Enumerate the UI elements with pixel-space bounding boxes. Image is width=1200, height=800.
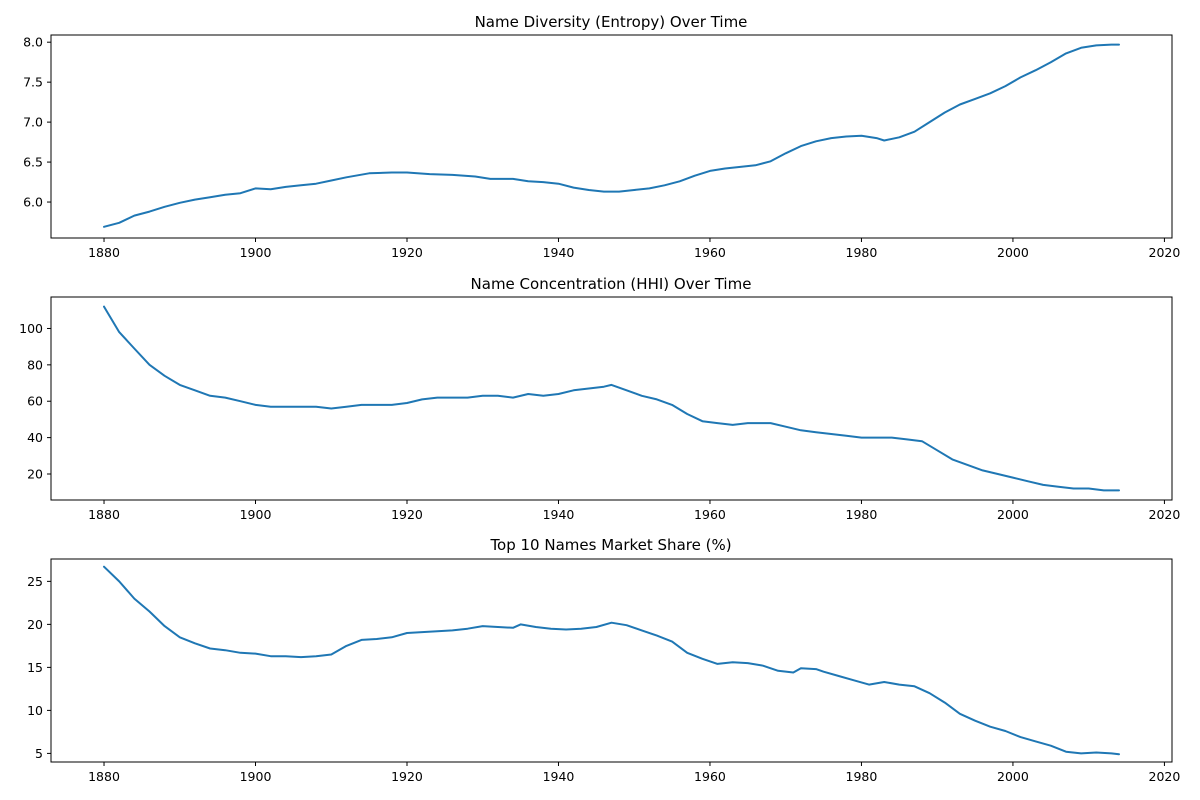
series-line-entropy xyxy=(103,43,1120,228)
series-line-top10-share xyxy=(103,565,1120,756)
x-tick-label: 1980 xyxy=(846,245,878,260)
y-tick-label: 60 xyxy=(27,394,43,409)
x-tick-label: 1940 xyxy=(543,769,575,784)
y-tick-label: 40 xyxy=(27,430,43,445)
x-tick-label: 2020 xyxy=(1149,245,1181,260)
x-tick-label: 2000 xyxy=(997,245,1029,260)
x-tick-label: 2020 xyxy=(1149,507,1181,522)
axes-entropy: 1880 1900 1920 1940 1960 1980 2000 2020 6.0 6.5 7.… xyxy=(23,34,1181,260)
x-tick-label: 1880 xyxy=(88,245,120,260)
panel-top10-share: Top 10 Names Market Share (%) 1880 1900 19… xyxy=(27,536,1180,784)
y-tick-label: 10 xyxy=(27,703,43,718)
y-tick-label: 5 xyxy=(35,746,43,761)
x-tick-label: 1940 xyxy=(543,245,575,260)
y-tick-label: 15 xyxy=(27,660,43,675)
plot-frame-hhi xyxy=(50,296,1173,501)
y-tick-label: 20 xyxy=(27,466,43,481)
x-tick-label: 1920 xyxy=(391,245,423,260)
x-tick-label: 2000 xyxy=(997,769,1029,784)
x-tick-label: 1980 xyxy=(846,769,878,784)
y-tick-label: 7.5 xyxy=(23,75,43,90)
x-tick-label: 1880 xyxy=(88,769,120,784)
series-line-hhi xyxy=(103,305,1120,492)
x-tick-label: 1940 xyxy=(543,507,575,522)
x-tick-label: 2000 xyxy=(997,507,1029,522)
y-tick-label: 7.0 xyxy=(23,115,43,130)
x-tick-label: 1880 xyxy=(88,507,120,522)
y-tick-label: 8.0 xyxy=(23,35,43,50)
x-tick-label: 1900 xyxy=(240,245,272,260)
x-tick-label: 1900 xyxy=(240,769,272,784)
plot-frame-top10-share xyxy=(50,558,1173,763)
y-tick-label: 6.0 xyxy=(23,195,43,210)
chart-title-hhi: Name Concentration (HHI) Over Time xyxy=(471,275,752,293)
x-tick-label: 1900 xyxy=(240,507,272,522)
x-tick-label: 1960 xyxy=(694,245,726,260)
x-tick-label: 1960 xyxy=(694,507,726,522)
x-tick-label: 1920 xyxy=(391,769,423,784)
axes-hhi: 1880 1900 1920 1940 1960 1980 2000 202020406080… xyxy=(19,296,1181,522)
plot-frame-entropy xyxy=(50,34,1173,239)
axes-top10-share: 1880 1900 1920 1940 1960 1980 2000 2020 5 10 15 20 2… xyxy=(27,558,1181,784)
y-tick-label: 80 xyxy=(27,357,43,372)
y-tick-label: 6.5 xyxy=(23,155,43,170)
y-tick-label: 25 xyxy=(27,574,43,589)
x-tick-label: 2020 xyxy=(1149,769,1181,784)
y-tick-label: 20 xyxy=(27,617,43,632)
chart-title-entropy: Name Diversity (Entropy) Over Time xyxy=(475,13,748,31)
panel-entropy: Name Diversity (Entropy) Over Time 1880 1… xyxy=(23,13,1180,260)
panel-hhi: Name Concentration (HHI) Over Time 1880 1… xyxy=(19,275,1180,522)
chart-title-top10-share: Top 10 Names Market Share (%) xyxy=(489,536,731,554)
x-tick-label: 1920 xyxy=(391,507,423,522)
x-tick-label: 1960 xyxy=(694,769,726,784)
y-tick-label: 100 xyxy=(19,321,43,336)
x-tick-label: 1980 xyxy=(846,507,878,522)
